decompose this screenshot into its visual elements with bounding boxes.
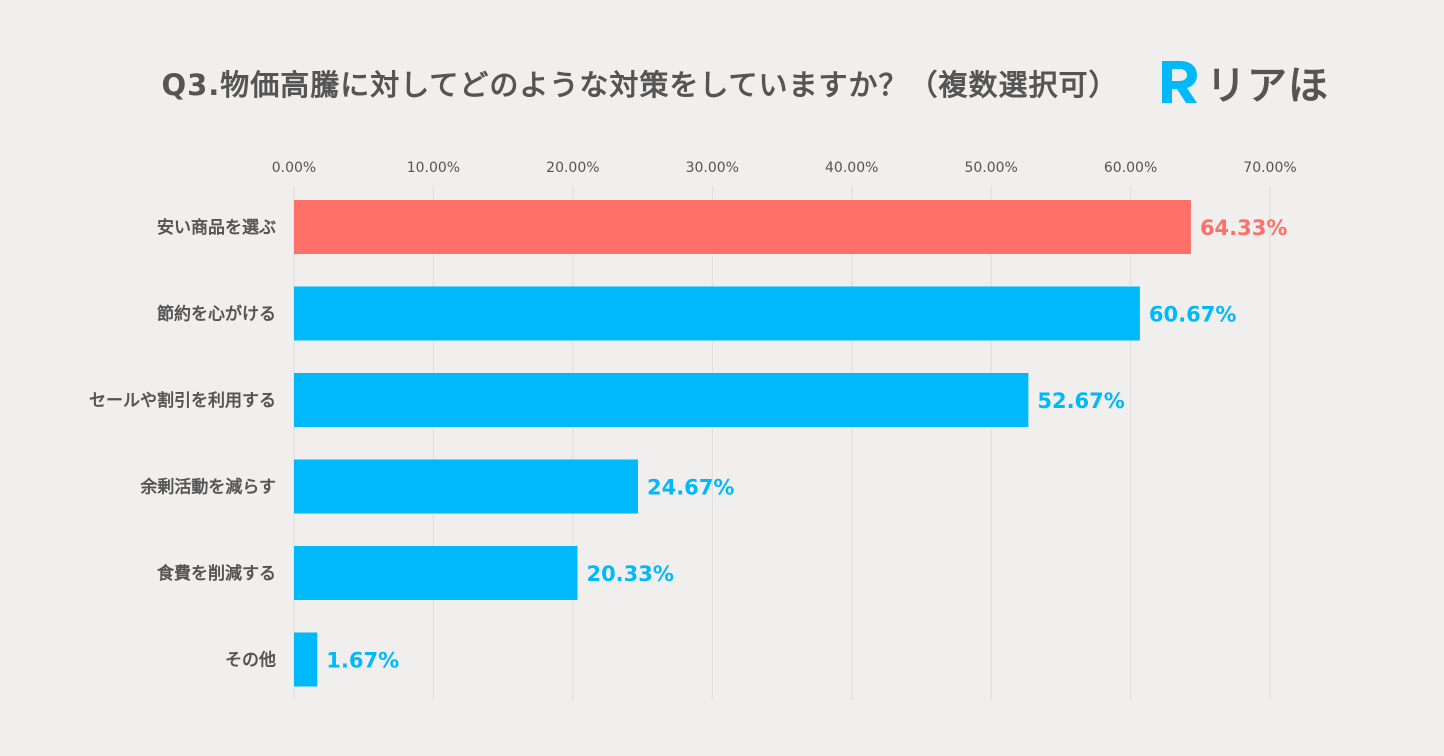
category-label: 安い商品を選ぶ — [157, 217, 276, 238]
x-tick-label: 10.00% — [407, 160, 460, 176]
category-label: 余剰活動を減らす — [139, 477, 276, 498]
x-tick-label: 70.00% — [1243, 160, 1296, 176]
bar — [294, 632, 318, 687]
x-tick-label: 20.00% — [546, 160, 599, 176]
value-label: 20.33% — [586, 562, 673, 586]
category-label: その他 — [225, 650, 276, 671]
category-label: セールや割引を利用する — [89, 390, 276, 411]
category-labels: 安い商品を選ぶ節約を心がけるセールや割引を利用する余剰活動を減らす食費を削減する… — [89, 217, 276, 671]
category-label: 食費を削減する — [157, 563, 276, 584]
x-tick-label: 60.00% — [1104, 160, 1157, 176]
x-tick-label: 30.00% — [686, 160, 739, 176]
bar — [294, 546, 578, 600]
bar — [294, 200, 1191, 254]
brand-logo: リアほ — [1158, 52, 1329, 112]
logo-r-icon — [1162, 61, 1197, 103]
value-labels: 64.33% 60.67% 52.67% 24.67% 20.33% 1.67% — [326, 216, 1287, 673]
value-label: 52.67% — [1037, 389, 1124, 413]
bars — [294, 200, 1191, 687]
x-tick-label: 50.00% — [964, 160, 1017, 176]
x-axis-ticks: 0.00% 10.00% 20.00% 30.00% 40.00% 50.00% 60.00… — [272, 160, 1297, 176]
x-tick-label: 40.00% — [825, 160, 878, 176]
category-label: 節約を心がける — [156, 304, 276, 325]
value-label: 24.67% — [647, 476, 734, 500]
value-label: 64.33% — [1200, 216, 1287, 240]
chart-title: Q3.物価高騰に対してどのような対策をしていますか？（複数選択可） — [161, 68, 1119, 102]
value-label: 1.67% — [326, 649, 399, 673]
grid-lines — [293, 186, 1271, 700]
logo-text: リアほ — [1206, 63, 1329, 109]
bar — [294, 286, 1140, 341]
x-tick-label: 0.00% — [272, 160, 316, 176]
value-label: 60.67% — [1149, 303, 1236, 327]
bar — [294, 459, 638, 514]
bar — [294, 373, 1029, 427]
